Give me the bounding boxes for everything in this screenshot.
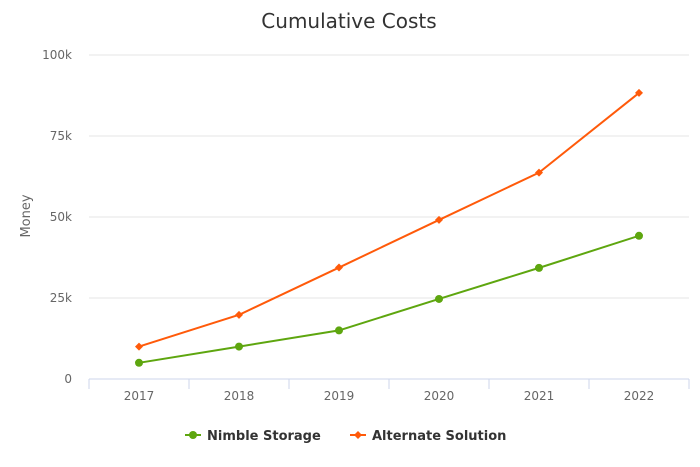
y-tick-label: 25k xyxy=(50,291,72,305)
legend-circle-icon xyxy=(189,431,197,439)
legend-label: Nimble Storage xyxy=(207,429,321,444)
series-alternate-solution xyxy=(135,88,643,351)
data-point xyxy=(635,88,643,97)
legend-diamond-icon xyxy=(354,431,362,439)
x-tick-label: 2019 xyxy=(324,389,355,403)
data-point xyxy=(435,215,443,224)
x-tick-label: 2020 xyxy=(424,389,455,403)
data-point xyxy=(535,168,543,177)
data-point xyxy=(235,310,243,319)
series-nimble-storage xyxy=(135,231,643,367)
series-line xyxy=(138,234,640,364)
data-point xyxy=(635,231,643,240)
y-axis-label: Money xyxy=(19,194,34,237)
series-layer xyxy=(135,88,643,367)
y-axis-ticks: 0 25k 50k 75k 100k xyxy=(42,48,72,386)
data-point xyxy=(335,263,343,272)
y-tick-label: 75k xyxy=(50,129,72,143)
x-tick-label: 2021 xyxy=(524,389,555,403)
data-point xyxy=(135,358,143,367)
data-point xyxy=(335,326,343,335)
data-point xyxy=(135,342,143,351)
gridlines xyxy=(89,54,689,299)
legend-item[interactable]: Alternate Solution xyxy=(350,429,506,444)
chart-title: Cumulative Costs xyxy=(261,9,436,33)
x-axis: 2017 2018 2019 2020 2021 2022 xyxy=(88,378,690,403)
x-tick-label: 2022 xyxy=(624,389,655,403)
y-tick-label: 0 xyxy=(64,372,72,386)
legend: Nimble Storage Alternate Solution xyxy=(185,429,506,444)
y-tick-label: 100k xyxy=(42,48,72,62)
x-tick-label: 2018 xyxy=(224,389,255,403)
legend-item[interactable]: Nimble Storage xyxy=(185,429,321,444)
x-tick-label: 2017 xyxy=(124,389,155,403)
data-point xyxy=(435,294,443,303)
data-point xyxy=(235,342,243,351)
series-line xyxy=(138,92,640,348)
legend-label: Alternate Solution xyxy=(372,429,506,444)
y-tick-label: 50k xyxy=(50,210,72,224)
data-point xyxy=(535,263,543,272)
